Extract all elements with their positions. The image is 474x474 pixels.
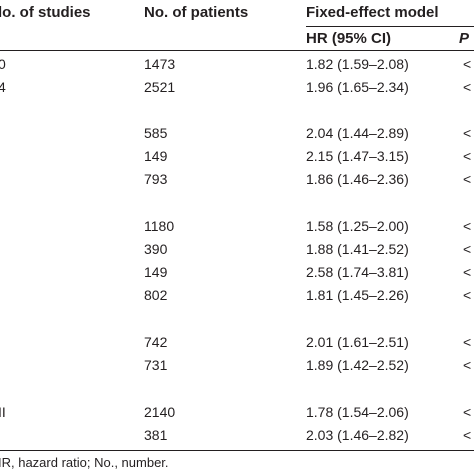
cell-p: < xyxy=(463,404,472,420)
cell-hr: 1.96 (1.65–2.34) xyxy=(306,79,409,95)
cell-p: < xyxy=(463,427,472,443)
cell-patients: 793 xyxy=(144,171,168,187)
cell-patients: 381 xyxy=(144,427,168,443)
cell-patients: 1473 xyxy=(144,56,176,72)
cell-hr: 1.88 (1.41–2.52) xyxy=(306,241,409,257)
header-no-of-studies: lo. of studies xyxy=(0,4,91,21)
cell-p: < xyxy=(463,125,472,141)
header-fixed-effect-model: Fixed-effect model xyxy=(306,4,439,21)
cell-hr: 2.03 (1.46–2.82) xyxy=(306,427,409,443)
cell-patients: 149 xyxy=(144,148,168,164)
cell-hr: 2.58 (1.74–3.81) xyxy=(306,264,409,280)
cell-p: < xyxy=(463,218,472,234)
cell-studies: 0 xyxy=(0,56,6,72)
cell-patients: 585 xyxy=(144,125,168,141)
cell-patients: 149 xyxy=(144,264,168,280)
cell-hr: 1.89 (1.42–2.52) xyxy=(306,357,409,373)
cell-p: < xyxy=(463,171,472,187)
cell-hr: 2.04 (1.44–2.89) xyxy=(306,125,409,141)
cell-hr: 1.81 (1.45–2.26) xyxy=(306,287,409,303)
cell-p: < xyxy=(463,334,472,350)
header-bottom-rule xyxy=(0,50,474,51)
cell-hr: 1.58 (1.25–2.00) xyxy=(306,218,409,234)
cell-hr: 1.82 (1.59–2.08) xyxy=(306,56,409,72)
cell-hr: 2.01 (1.61–2.51) xyxy=(306,334,409,350)
header-no-of-patients: No. of patients xyxy=(144,4,249,21)
cell-p: < xyxy=(463,79,472,95)
cell-patients: 390 xyxy=(144,241,168,257)
cell-studies: 4 xyxy=(0,79,6,95)
cell-hr: 1.78 (1.54–2.06) xyxy=(306,404,409,420)
cell-patients: 2521 xyxy=(144,79,176,95)
header-group-rule xyxy=(306,26,474,27)
cell-patients: 731 xyxy=(144,357,168,373)
cell-p: < xyxy=(463,287,472,303)
cell-p: < xyxy=(463,56,472,72)
table-footnote: IR, hazard ratio; No., number. xyxy=(0,455,169,470)
table-bottom-rule xyxy=(0,450,474,451)
cell-p: < xyxy=(463,357,472,373)
header-hr-95-ci: HR (95% CI) xyxy=(306,30,392,47)
cell-p: < xyxy=(463,264,472,280)
cell-patients: 802 xyxy=(144,287,168,303)
header-p-value: P xyxy=(459,30,470,47)
cell-patients: 1180 xyxy=(144,218,175,234)
cell-p: < xyxy=(463,148,472,164)
cell-hr: 1.86 (1.46–2.36) xyxy=(306,171,409,187)
cell-p: < xyxy=(463,241,472,257)
cell-studies: II xyxy=(0,404,6,420)
cell-patients: 742 xyxy=(144,334,168,350)
cell-hr: 2.15 (1.47–3.15) xyxy=(306,148,409,164)
cell-patients: 2140 xyxy=(144,404,176,420)
